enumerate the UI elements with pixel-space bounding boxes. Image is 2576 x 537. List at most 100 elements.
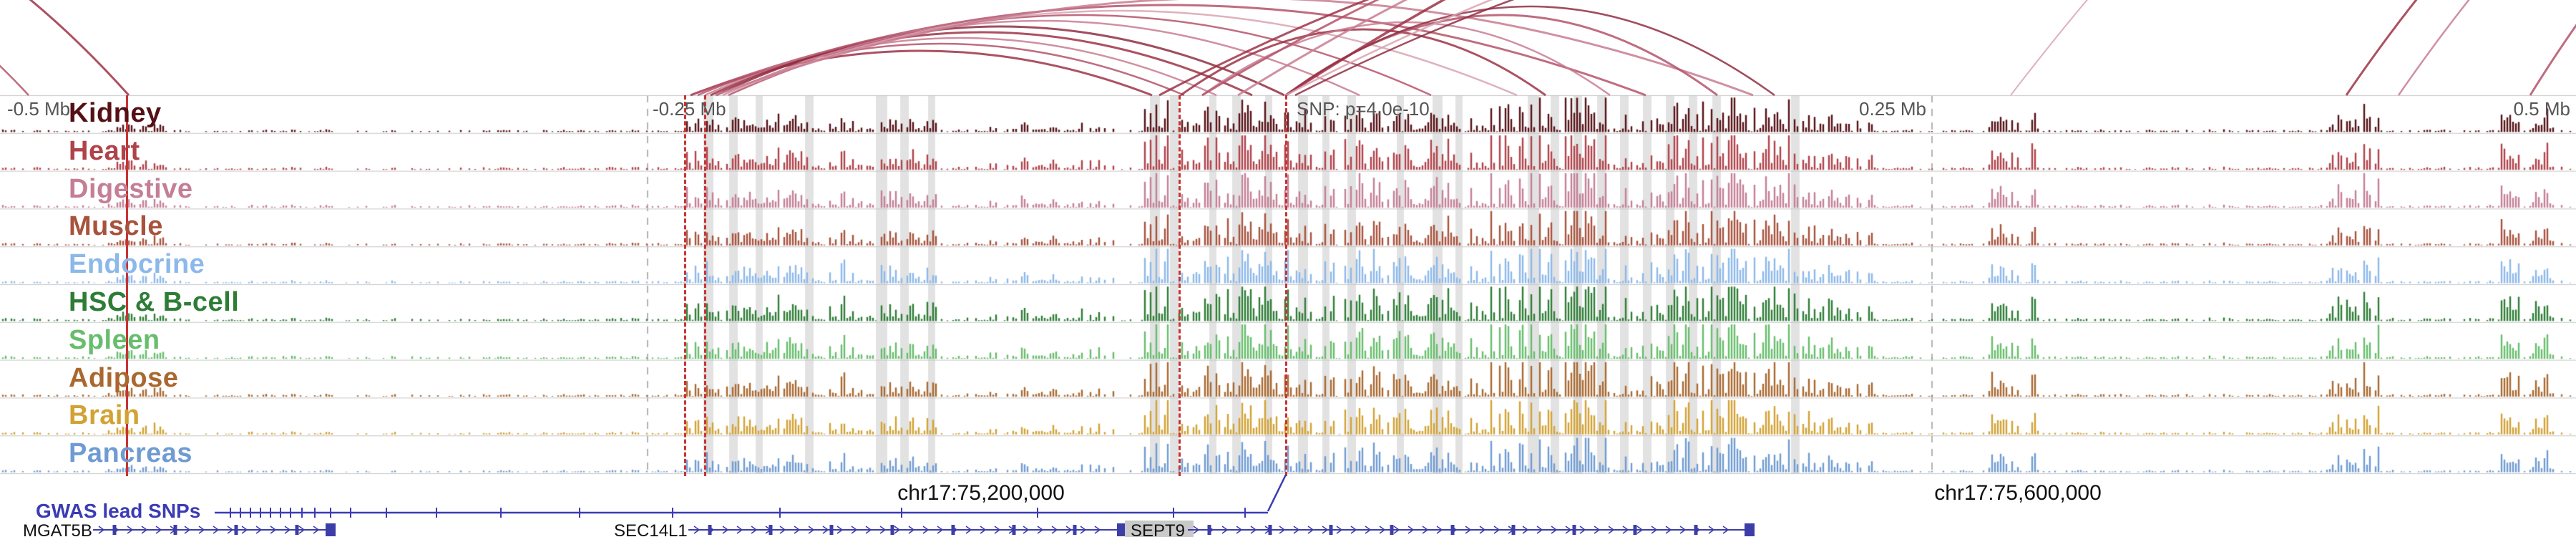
gene-exon — [173, 525, 177, 535]
gene-strand-chevron — [184, 526, 191, 534]
gene-exon — [1633, 525, 1637, 535]
gene-exon — [1511, 525, 1516, 535]
gene-strand-chevron — [1250, 526, 1257, 534]
gene-exon — [1390, 525, 1394, 535]
gene-strand-chevron — [1279, 526, 1286, 534]
gene-exon — [234, 525, 238, 535]
track-label: HSC & B-cell — [69, 287, 240, 317]
gene-exon — [1207, 525, 1211, 535]
gene-strand-chevron — [1094, 526, 1101, 534]
gwas-lead-snps-label: GWAS lead SNPs — [36, 500, 201, 522]
snp-line — [1178, 95, 1181, 476]
gene-strand-chevron — [141, 526, 148, 534]
gene-strand-chevron — [1307, 526, 1314, 534]
gene-strand-chevron — [227, 526, 234, 534]
gene-strand-chevron — [922, 526, 930, 534]
gene-exon — [1329, 525, 1333, 535]
axis-label: SNP: p=4.0e-10 — [1297, 98, 1430, 120]
gene-strand-chevron — [1579, 526, 1586, 534]
gene-strand-chevron — [1665, 526, 1672, 534]
gene-exon — [829, 525, 834, 535]
snp-line — [125, 95, 128, 476]
gene-strand-chevron — [908, 526, 915, 534]
gene-strand-chevron — [155, 526, 162, 534]
gene-strand-chevron — [822, 526, 829, 534]
track-label: Digestive — [69, 173, 193, 204]
gene-strand-chevron — [865, 526, 872, 534]
gene-strand-chevron — [1293, 526, 1300, 534]
gene-exon — [1572, 525, 1576, 535]
gene-strand-chevron — [298, 526, 306, 534]
gene-exon — [1268, 525, 1272, 535]
gene-exon — [890, 525, 894, 535]
axis-label: 0.5 Mb — [2513, 98, 2571, 120]
interaction-arc — [690, 4, 1646, 97]
gene-strand-chevron — [1493, 526, 1501, 534]
gene-strand-chevron — [722, 526, 729, 534]
gene-strand-chevron — [1608, 526, 1615, 534]
gene-label: MGAT5B — [23, 521, 92, 537]
track-label: Adipose — [69, 362, 179, 393]
gene-strand-chevron — [1536, 526, 1543, 534]
gene-strand-chevron — [1436, 526, 1443, 534]
gene-label-highlight — [1125, 521, 1194, 537]
gene-strand-chevron — [241, 526, 248, 534]
gene-strand-chevron — [693, 526, 701, 534]
snp-line — [703, 95, 706, 476]
gene-strand-chevron — [1350, 526, 1357, 534]
track-label: Muscle — [69, 211, 163, 242]
gene-strand-chevron — [980, 526, 987, 534]
gene-exon — [951, 525, 955, 535]
track-label: Pancreas — [69, 438, 193, 469]
gene-exon — [708, 525, 712, 535]
gene-strand-chevron — [1679, 526, 1687, 534]
gene-strand-chevron — [1722, 526, 1729, 534]
interaction-arc — [716, 25, 1285, 97]
gene-strand-chevron — [1193, 526, 1200, 534]
gene-strand-chevron — [98, 526, 105, 534]
gene-strand-chevron — [994, 526, 1001, 534]
snp-line — [1284, 95, 1287, 476]
gene-exon — [295, 525, 299, 535]
gene-strand-chevron — [736, 526, 743, 534]
gene-strand-chevron — [779, 526, 786, 534]
gene-strand-chevron — [213, 526, 220, 534]
gene-exon — [1450, 525, 1455, 535]
gene-exon — [769, 525, 773, 535]
gene-terminal-exon — [326, 523, 336, 536]
track-label: Heart — [69, 135, 140, 166]
gwas-snp-pointer — [1267, 474, 1287, 512]
gene-strand-chevron — [1708, 526, 1715, 534]
gene-strand-chevron — [1365, 526, 1372, 534]
gene-strand-chevron — [879, 526, 887, 534]
gene-strand-chevron — [1379, 526, 1386, 534]
gene-strand-chevron — [1023, 526, 1030, 534]
axis-label: 0.25 Mb — [1859, 98, 1926, 120]
gene-label: SEC14L1 — [614, 521, 688, 537]
gene-strand-chevron — [965, 526, 972, 534]
gene-strand-chevron — [1221, 526, 1229, 534]
track-label: Endocrine — [69, 249, 205, 280]
snp-line — [683, 95, 686, 476]
interaction-arc — [722, 9, 1518, 97]
gene-strand-chevron — [1051, 526, 1058, 534]
gene-strand-chevron — [1407, 526, 1415, 534]
gene-strand-chevron — [1336, 526, 1343, 534]
gene-strand-chevron — [1551, 526, 1558, 534]
gene-terminal-exon — [1745, 523, 1755, 536]
gene-strand-chevron — [255, 526, 263, 534]
gene-strand-chevron — [1522, 526, 1529, 534]
gene-strand-chevron — [270, 526, 277, 534]
gene-strand-chevron — [894, 526, 901, 534]
gene-strand-chevron — [284, 526, 291, 534]
gene-strand-chevron — [1322, 526, 1329, 534]
gene-strand-chevron — [794, 526, 801, 534]
axis-label: -0.5 Mb — [7, 98, 71, 120]
gene-strand-chevron — [1393, 526, 1400, 534]
gene-strand-chevron — [836, 526, 844, 534]
gene-strand-chevron — [1636, 526, 1644, 534]
axis-label: -0.25 Mb — [653, 98, 726, 120]
